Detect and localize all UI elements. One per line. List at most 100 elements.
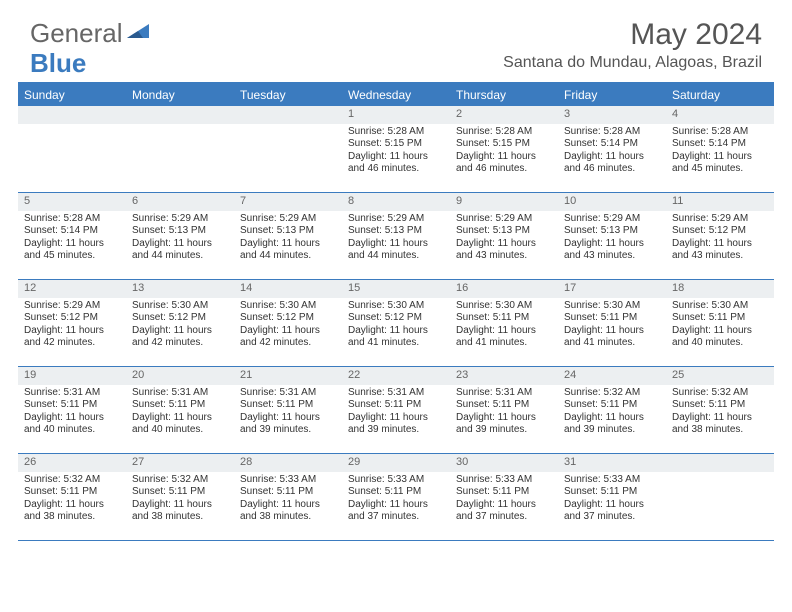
- sunrise-text: Sunrise: 5:30 AM: [240, 300, 336, 313]
- sunset-text: Sunset: 5:13 PM: [564, 225, 660, 238]
- day-number: 10: [558, 193, 666, 211]
- day-cell: 24Sunrise: 5:32 AMSunset: 5:11 PMDayligh…: [558, 367, 666, 453]
- sunrise-text: Sunrise: 5:31 AM: [132, 387, 228, 400]
- day-number: 30: [450, 454, 558, 472]
- day-cell: 2Sunrise: 5:28 AMSunset: 5:15 PMDaylight…: [450, 106, 558, 192]
- day-number: 28: [234, 454, 342, 472]
- day-number: 11: [666, 193, 774, 211]
- sunrise-text: Sunrise: 5:30 AM: [348, 300, 444, 313]
- weekday-header: Monday: [126, 84, 234, 106]
- sunset-text: Sunset: 5:11 PM: [672, 312, 768, 325]
- sunrise-text: Sunrise: 5:32 AM: [564, 387, 660, 400]
- daylight-text: Daylight: 11 hours and 38 minutes.: [240, 499, 336, 524]
- sunset-text: Sunset: 5:11 PM: [672, 399, 768, 412]
- day-details: Sunrise: 5:30 AMSunset: 5:11 PMDaylight:…: [450, 298, 558, 354]
- weekday-header: Friday: [558, 84, 666, 106]
- day-number: 17: [558, 280, 666, 298]
- location-text: Santana do Mundau, Alagoas, Brazil: [503, 54, 762, 72]
- sunrise-text: Sunrise: 5:32 AM: [672, 387, 768, 400]
- weekday-header: Tuesday: [234, 84, 342, 106]
- sunrise-text: Sunrise: 5:30 AM: [672, 300, 768, 313]
- day-number: 2: [450, 106, 558, 124]
- day-details: Sunrise: 5:30 AMSunset: 5:11 PMDaylight:…: [666, 298, 774, 354]
- day-details: Sunrise: 5:29 AMSunset: 5:13 PMDaylight:…: [126, 211, 234, 267]
- day-number: 31: [558, 454, 666, 472]
- weekday-header: Sunday: [18, 84, 126, 106]
- day-number: 26: [18, 454, 126, 472]
- day-number: 18: [666, 280, 774, 298]
- daylight-text: Daylight: 11 hours and 38 minutes.: [672, 412, 768, 437]
- daylight-text: Daylight: 11 hours and 38 minutes.: [24, 499, 120, 524]
- sunrise-text: Sunrise: 5:30 AM: [132, 300, 228, 313]
- day-details: Sunrise: 5:31 AMSunset: 5:11 PMDaylight:…: [18, 385, 126, 441]
- day-cell: 23Sunrise: 5:31 AMSunset: 5:11 PMDayligh…: [450, 367, 558, 453]
- day-cell: 29Sunrise: 5:33 AMSunset: 5:11 PMDayligh…: [342, 454, 450, 540]
- daylight-text: Daylight: 11 hours and 39 minutes.: [348, 412, 444, 437]
- day-number: 16: [450, 280, 558, 298]
- day-number: 24: [558, 367, 666, 385]
- sunrise-text: Sunrise: 5:28 AM: [348, 126, 444, 139]
- day-details: Sunrise: 5:29 AMSunset: 5:13 PMDaylight:…: [450, 211, 558, 267]
- sunset-text: Sunset: 5:11 PM: [132, 486, 228, 499]
- sunrise-text: Sunrise: 5:29 AM: [672, 213, 768, 226]
- sunset-text: Sunset: 5:12 PM: [24, 312, 120, 325]
- sunrise-text: Sunrise: 5:33 AM: [240, 474, 336, 487]
- sunset-text: Sunset: 5:11 PM: [24, 399, 120, 412]
- week-row: 1Sunrise: 5:28 AMSunset: 5:15 PMDaylight…: [18, 106, 774, 193]
- sunset-text: Sunset: 5:13 PM: [456, 225, 552, 238]
- day-cell: 10Sunrise: 5:29 AMSunset: 5:13 PMDayligh…: [558, 193, 666, 279]
- day-details: Sunrise: 5:28 AMSunset: 5:15 PMDaylight:…: [450, 124, 558, 180]
- daylight-text: Daylight: 11 hours and 37 minutes.: [456, 499, 552, 524]
- day-cell: 11Sunrise: 5:29 AMSunset: 5:12 PMDayligh…: [666, 193, 774, 279]
- week-row: 5Sunrise: 5:28 AMSunset: 5:14 PMDaylight…: [18, 193, 774, 280]
- daylight-text: Daylight: 11 hours and 45 minutes.: [672, 151, 768, 176]
- sunset-text: Sunset: 5:12 PM: [348, 312, 444, 325]
- day-number: 22: [342, 367, 450, 385]
- sunset-text: Sunset: 5:14 PM: [564, 138, 660, 151]
- daylight-text: Daylight: 11 hours and 46 minutes.: [348, 151, 444, 176]
- day-cell: 9Sunrise: 5:29 AMSunset: 5:13 PMDaylight…: [450, 193, 558, 279]
- day-number: 7: [234, 193, 342, 211]
- sunset-text: Sunset: 5:13 PM: [348, 225, 444, 238]
- day-cell: 31Sunrise: 5:33 AMSunset: 5:11 PMDayligh…: [558, 454, 666, 540]
- day-details: Sunrise: 5:31 AMSunset: 5:11 PMDaylight:…: [234, 385, 342, 441]
- day-details: Sunrise: 5:28 AMSunset: 5:14 PMDaylight:…: [558, 124, 666, 180]
- sunrise-text: Sunrise: 5:31 AM: [240, 387, 336, 400]
- sunset-text: Sunset: 5:12 PM: [672, 225, 768, 238]
- empty-cell: [18, 106, 126, 192]
- day-details: Sunrise: 5:33 AMSunset: 5:11 PMDaylight:…: [450, 472, 558, 528]
- day-number: [234, 106, 342, 124]
- sunrise-text: Sunrise: 5:28 AM: [24, 213, 120, 226]
- day-details: Sunrise: 5:31 AMSunset: 5:11 PMDaylight:…: [450, 385, 558, 441]
- daylight-text: Daylight: 11 hours and 45 minutes.: [24, 238, 120, 263]
- daylight-text: Daylight: 11 hours and 46 minutes.: [456, 151, 552, 176]
- sunrise-text: Sunrise: 5:31 AM: [348, 387, 444, 400]
- daylight-text: Daylight: 11 hours and 43 minutes.: [564, 238, 660, 263]
- sunrise-text: Sunrise: 5:30 AM: [564, 300, 660, 313]
- day-details: Sunrise: 5:33 AMSunset: 5:11 PMDaylight:…: [558, 472, 666, 528]
- sunset-text: Sunset: 5:14 PM: [24, 225, 120, 238]
- sunrise-text: Sunrise: 5:33 AM: [564, 474, 660, 487]
- day-cell: 25Sunrise: 5:32 AMSunset: 5:11 PMDayligh…: [666, 367, 774, 453]
- day-cell: 1Sunrise: 5:28 AMSunset: 5:15 PMDaylight…: [342, 106, 450, 192]
- week-row: 26Sunrise: 5:32 AMSunset: 5:11 PMDayligh…: [18, 454, 774, 541]
- daylight-text: Daylight: 11 hours and 46 minutes.: [564, 151, 660, 176]
- day-cell: 4Sunrise: 5:28 AMSunset: 5:14 PMDaylight…: [666, 106, 774, 192]
- day-cell: 15Sunrise: 5:30 AMSunset: 5:12 PMDayligh…: [342, 280, 450, 366]
- day-details: Sunrise: 5:33 AMSunset: 5:11 PMDaylight:…: [234, 472, 342, 528]
- daylight-text: Daylight: 11 hours and 40 minutes.: [672, 325, 768, 350]
- sunrise-text: Sunrise: 5:28 AM: [564, 126, 660, 139]
- sunset-text: Sunset: 5:14 PM: [672, 138, 768, 151]
- logo-text-blue: Blue: [30, 48, 86, 78]
- daylight-text: Daylight: 11 hours and 44 minutes.: [132, 238, 228, 263]
- day-number: 3: [558, 106, 666, 124]
- weekday-header: Wednesday: [342, 84, 450, 106]
- day-cell: 3Sunrise: 5:28 AMSunset: 5:14 PMDaylight…: [558, 106, 666, 192]
- daylight-text: Daylight: 11 hours and 41 minutes.: [348, 325, 444, 350]
- day-number: [126, 106, 234, 124]
- day-details: Sunrise: 5:29 AMSunset: 5:13 PMDaylight:…: [558, 211, 666, 267]
- sunset-text: Sunset: 5:12 PM: [240, 312, 336, 325]
- sunset-text: Sunset: 5:11 PM: [348, 486, 444, 499]
- daylight-text: Daylight: 11 hours and 38 minutes.: [132, 499, 228, 524]
- sunrise-text: Sunrise: 5:32 AM: [24, 474, 120, 487]
